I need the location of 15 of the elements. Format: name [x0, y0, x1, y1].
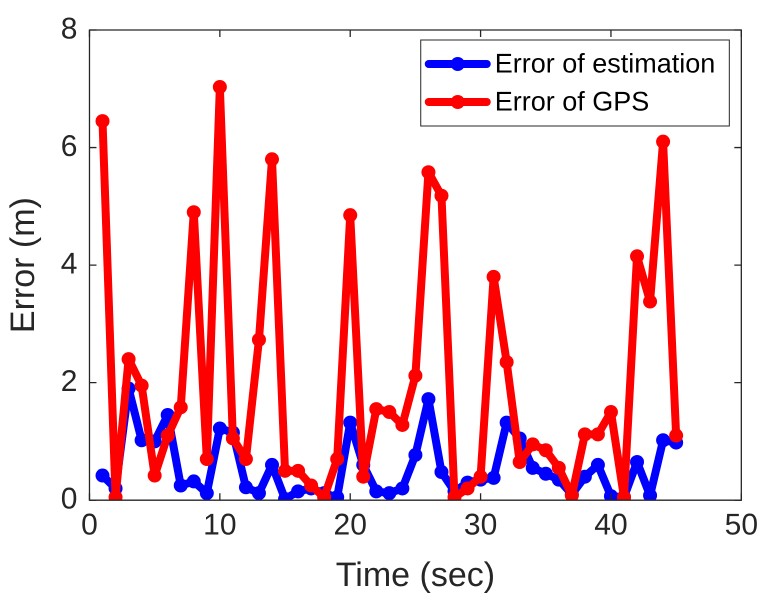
y-tick-label: 8	[60, 12, 78, 46]
x-tick-label: 50	[724, 508, 758, 542]
x-tick-label: 10	[203, 508, 237, 542]
legend-label: Error of estimation	[494, 48, 716, 78]
y-tick-label: 0	[60, 482, 78, 516]
y-tick-label: 4	[60, 247, 78, 280]
x-tick-label: 0	[81, 508, 98, 542]
y-tick-label: 2	[60, 364, 78, 398]
y-axis-title: Error (m)	[4, 197, 42, 334]
x-axis-title: Time (sec)	[336, 556, 496, 594]
x-tick-label: 20	[334, 508, 367, 542]
x-tick-label: 40	[594, 508, 628, 542]
y-tick-label: 6	[60, 130, 78, 163]
legend-label: Error of GPS	[494, 86, 650, 116]
x-tick-label: 30	[464, 508, 498, 542]
